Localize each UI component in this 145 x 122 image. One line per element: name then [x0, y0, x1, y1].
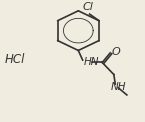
Text: HCl: HCl	[4, 53, 25, 66]
Text: Cl: Cl	[83, 2, 94, 12]
Text: O: O	[112, 47, 120, 57]
Text: HN: HN	[84, 57, 100, 67]
Text: NH: NH	[111, 81, 126, 92]
